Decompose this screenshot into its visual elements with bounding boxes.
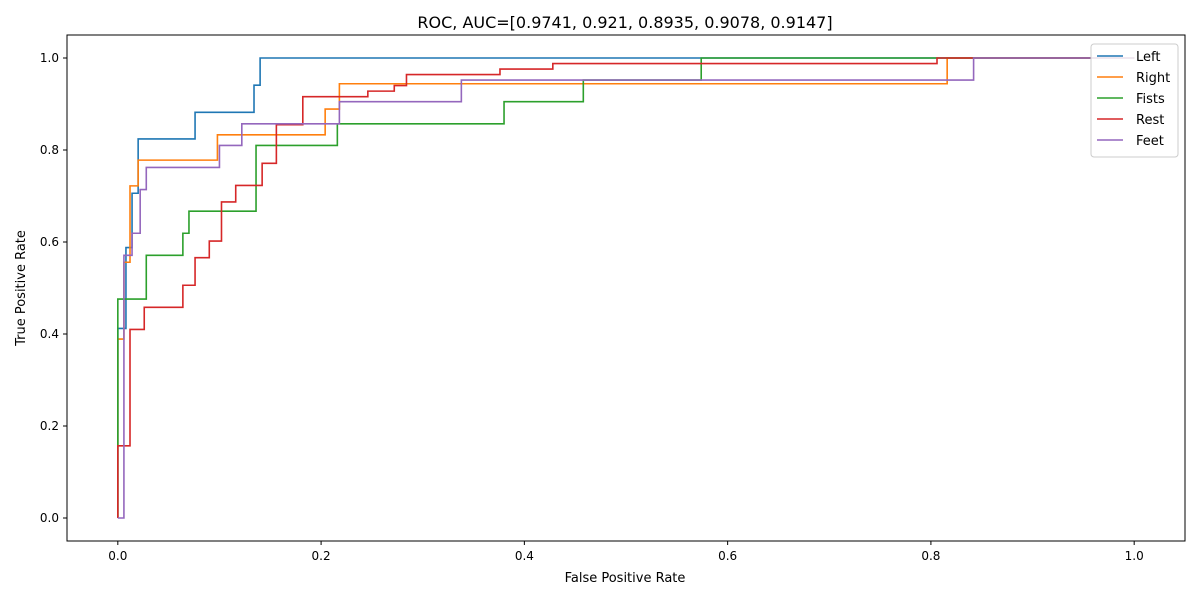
y-axis-label: True Positive Rate: [14, 230, 29, 347]
x-tick-label: 0.0: [108, 549, 127, 563]
y-tick-label: 0.6: [40, 235, 59, 249]
chart-title: ROC, AUC=[0.9741, 0.921, 0.8935, 0.9078,…: [417, 13, 832, 32]
legend-box: [1090, 43, 1179, 158]
x-axis-label: False Positive Rate: [565, 571, 686, 586]
legend-label-rest: Rest: [1136, 113, 1164, 128]
y-tick-label: 0.0: [40, 511, 59, 525]
y-tick-label: 1.0: [40, 51, 59, 65]
series-line-feet: [117, 57, 1135, 519]
x-tick-label: 0.8: [921, 549, 940, 563]
plot-series: [117, 57, 1135, 519]
legend-label-right: Right: [1136, 71, 1170, 86]
legend-label-left: Left: [1136, 50, 1160, 65]
x-tick-label: 0.6: [718, 549, 737, 563]
series-line-left: [117, 57, 1135, 518]
series-line-right: [117, 57, 1135, 518]
series-line-fists: [117, 57, 1135, 518]
legend-label-feet: Feet: [1136, 134, 1164, 149]
series-line-rest: [117, 57, 1135, 518]
x-tick-label: 0.2: [312, 549, 331, 563]
y-axis-ticks: 0.0 0.2 0.4 0.6 0.8 1.0: [40, 51, 67, 525]
y-tick-label: 0.8: [40, 143, 59, 157]
x-tick-label: 0.4: [515, 549, 534, 563]
y-tick-label: 0.2: [40, 419, 59, 433]
x-tick-label: 1.0: [1125, 549, 1144, 563]
legend: Left Right Fists Rest Feet: [1090, 43, 1179, 158]
plot-frame: [66, 34, 1186, 542]
x-axis-ticks: 0.0 0.2 0.4 0.6 0.8 1.0: [108, 541, 1144, 563]
legend-label-fists: Fists: [1136, 92, 1165, 107]
y-tick-label: 0.4: [40, 327, 59, 341]
